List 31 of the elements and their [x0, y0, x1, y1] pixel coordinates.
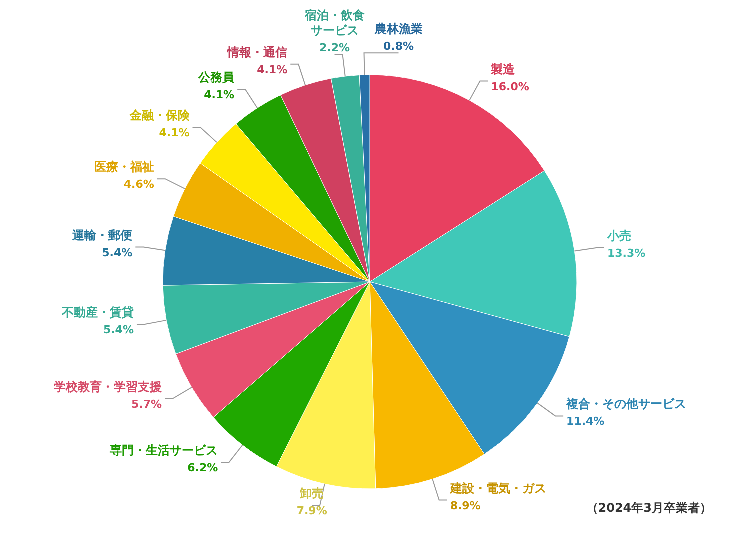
- data-label: 6.2%: [188, 462, 218, 475]
- data-label: 4.1%: [257, 63, 288, 76]
- slice-label: 運輸・郵便: [72, 228, 133, 242]
- slice-label: 卸売: [299, 486, 324, 500]
- data-label: 16.0%: [491, 80, 530, 94]
- slice-label: 複合・その他サービス: [566, 397, 687, 412]
- data-label: 7.9%: [296, 504, 328, 518]
- data-label: 0.8%: [383, 40, 414, 54]
- data-label: 2.2%: [319, 42, 350, 55]
- slice-label: 農林漁業: [374, 22, 423, 36]
- slice-label: 公務員: [198, 70, 236, 85]
- slice-label: 建設・電気・ガス: [449, 481, 546, 496]
- slice-label: 宿泊・飲食サービス: [304, 8, 365, 38]
- data-label: 4.6%: [124, 178, 154, 192]
- data-label: 4.1%: [204, 88, 235, 102]
- slice-label: 専門・生活サービス: [109, 444, 218, 458]
- text: （2024年3月卒業者）: [586, 501, 712, 515]
- slice-label: 情報・通信: [226, 45, 288, 60]
- slice-label: 医療・福祉: [94, 160, 154, 174]
- slice-label: 不動産・賃貸: [60, 306, 134, 320]
- data-label: 8.9%: [450, 499, 481, 512]
- slice-label: 製造: [490, 62, 516, 76]
- data-label: 4.1%: [159, 126, 190, 140]
- data-label: 5.4%: [102, 246, 133, 260]
- data-label: 5.4%: [103, 324, 134, 337]
- slice-label: 学校教育・学習支援: [54, 380, 164, 394]
- slice-label: 小売: [606, 228, 632, 243]
- data-label: 5.7%: [131, 398, 162, 411]
- slice-label: 金融・保険: [128, 108, 191, 123]
- data-label: 13.3%: [607, 246, 646, 260]
- data-label: 11.4%: [566, 415, 605, 428]
